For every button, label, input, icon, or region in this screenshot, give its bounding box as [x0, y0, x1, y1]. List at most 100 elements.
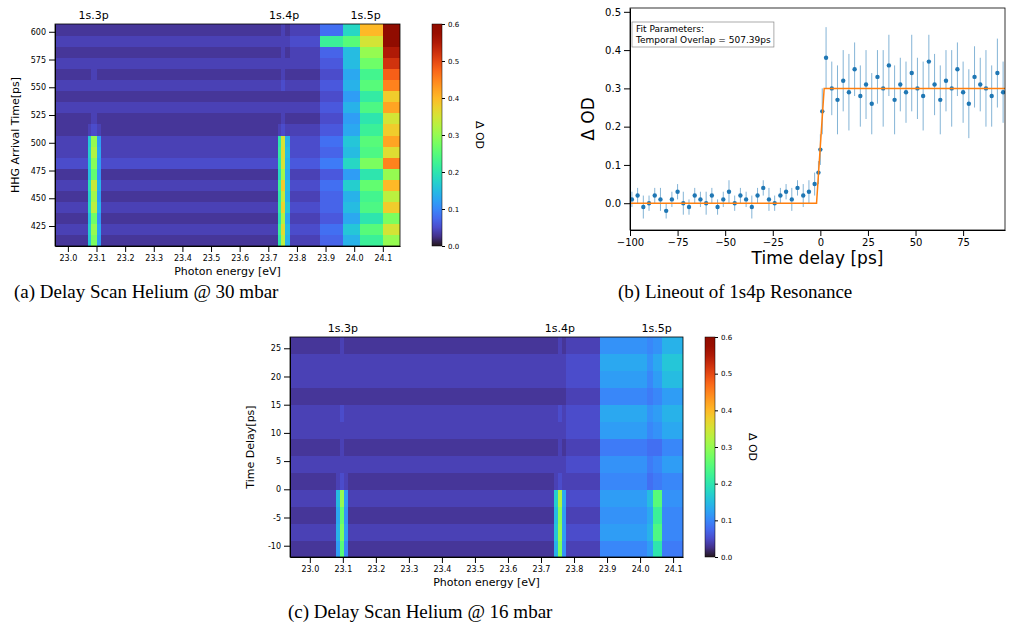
tick-mark	[284, 461, 290, 462]
heatmap-cell	[281, 213, 286, 225]
heatmap-cell	[600, 506, 647, 523]
heatmap-cell	[383, 46, 400, 58]
data-point	[938, 98, 942, 102]
heatmap-cell	[55, 168, 88, 180]
heatmap-cell	[562, 455, 566, 472]
heatmap-cell	[662, 388, 683, 405]
heatmap-cell	[88, 35, 91, 47]
tick: 23.5	[203, 246, 221, 263]
heatmap-cell	[340, 489, 345, 506]
heatmap-cell	[281, 191, 286, 203]
panel-caption: (c) Delay Scan Helium @ 16 mbar	[288, 601, 553, 623]
tick-mark	[715, 484, 718, 485]
data-point	[635, 193, 639, 197]
heatmap-cell	[91, 68, 97, 80]
data-point	[675, 190, 679, 194]
heatmap-cell	[554, 439, 558, 456]
heatmap-cell	[88, 168, 91, 180]
heatmap-cell	[343, 135, 361, 147]
tick: 0.4	[605, 45, 630, 56]
heatmap-cell	[88, 191, 91, 203]
tick-label: 23.3	[145, 254, 163, 263]
data-point	[761, 186, 765, 190]
tick-label: 23.5	[203, 254, 221, 263]
heatmap-cell	[566, 472, 601, 489]
marks	[630, 27, 1005, 218]
heatmap-cell	[320, 202, 343, 214]
tick: 5	[276, 457, 290, 466]
data-point	[670, 197, 674, 201]
tick-label: 0.2	[605, 121, 621, 132]
heatmap-cell	[88, 113, 91, 125]
tick-label: 0.2	[721, 480, 732, 488]
heatmap-cell	[320, 213, 343, 225]
heatmap-cell	[360, 191, 383, 203]
data-point	[795, 186, 799, 190]
heatmap-cell	[348, 371, 555, 388]
heatmap-cell	[383, 57, 400, 69]
heatmap-cell	[290, 102, 321, 114]
tick-mark	[673, 557, 674, 563]
heatmap-cell	[336, 506, 340, 523]
heatmap-cell	[281, 80, 286, 92]
data-point	[784, 190, 788, 194]
heatmap-cell	[653, 422, 662, 439]
tick-label: 0.3	[605, 83, 621, 94]
heatmap-cell	[91, 24, 97, 36]
heatmap-cell	[91, 146, 97, 158]
tick-label: 23.9	[599, 565, 617, 574]
tick-mark	[725, 230, 726, 236]
heatmap-cell	[101, 80, 279, 92]
heatmap-cell	[647, 455, 654, 472]
heatmap-cell	[101, 57, 279, 69]
heatmap-cell	[101, 68, 279, 80]
annotation-box	[632, 22, 774, 47]
heatmap-cell	[278, 202, 281, 214]
heatmap-cell	[647, 472, 654, 489]
tick: 15	[271, 401, 290, 410]
heatmap-cell	[383, 124, 400, 136]
tick-label: 0.6	[448, 21, 460, 29]
heatmap-cell	[562, 337, 566, 354]
heatmap-cell	[554, 337, 558, 354]
data-point	[870, 101, 874, 105]
heatmap-cell	[320, 168, 343, 180]
heatmap-cell	[562, 371, 566, 388]
heatmap-cell	[360, 224, 383, 236]
axis-line	[631, 230, 1006, 231]
heatmap-cell	[101, 135, 279, 147]
tick-label: 20	[271, 373, 281, 382]
heatmap-cell	[320, 135, 343, 147]
heatmap-cell	[336, 540, 340, 557]
heatmap-cell	[55, 202, 88, 214]
data-point	[835, 98, 839, 102]
heatmap-cell	[558, 506, 563, 523]
colorbar	[705, 337, 715, 557]
lineout-panel: −100−75−50−2502550750.00.10.20.30.40.5Ti…	[578, 7, 1006, 268]
heatmap-cell	[340, 455, 345, 472]
heatmap-cell	[383, 91, 400, 103]
tick-label: 50	[910, 237, 923, 248]
tick-mark	[624, 165, 630, 166]
tick-mark	[442, 61, 445, 62]
tick-mark	[868, 230, 869, 236]
heatmap-cell	[278, 113, 281, 125]
tick: 23.1	[334, 557, 352, 574]
tick: 600	[31, 28, 55, 37]
heatmap-cell	[281, 35, 286, 47]
panel-caption: (a) Delay Scan Helium @ 30 mbar	[14, 281, 279, 303]
tick: −25	[763, 230, 784, 248]
heatmap-cell	[290, 213, 321, 225]
data-point	[944, 79, 948, 83]
annotation-text: Fit Parameters:	[636, 24, 704, 34]
tick-mark	[624, 88, 630, 89]
heatmap-cell	[360, 146, 383, 158]
tick-label: 425	[31, 222, 46, 231]
heatmap-cell	[290, 91, 321, 103]
heatmap-cell	[55, 24, 88, 36]
heatmap-cell	[101, 168, 279, 180]
data-point	[989, 94, 993, 98]
tick-mark	[715, 557, 718, 558]
tick-label: 23.2	[367, 565, 385, 574]
heatmap-cell	[278, 179, 281, 191]
